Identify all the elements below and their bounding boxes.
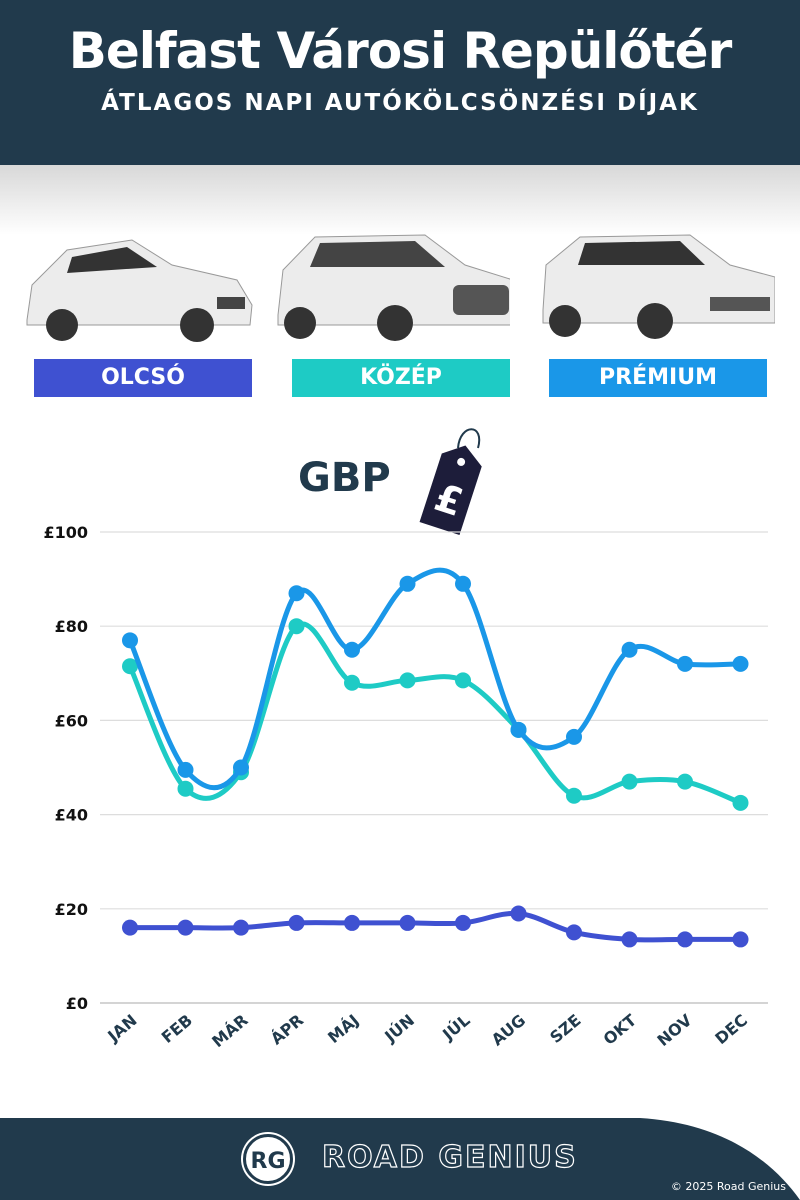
y-tick-label: £100 (43, 523, 88, 542)
data-point (122, 632, 138, 649)
data-point (344, 914, 360, 931)
price-tag-icon: £ (419, 428, 482, 535)
brand-name: ROAD GENIUS (321, 1139, 578, 1175)
page-title: Belfast Városi Repülőtér (68, 22, 733, 80)
legend-economy: OLCSÓ (34, 359, 252, 397)
y-tick-label: £80 (55, 617, 88, 636)
data-point (621, 931, 638, 948)
economy-car-image (26, 239, 253, 342)
data-point (122, 658, 138, 675)
data-point (566, 728, 582, 745)
data-point (122, 919, 138, 936)
data-point (399, 914, 416, 931)
header-shadow (0, 165, 800, 235)
data-point (344, 674, 360, 691)
series-line-közép (127, 621, 742, 806)
data-point (288, 914, 305, 931)
header: Belfast Városi Repülőtér ÁTLAGOS NAPI AU… (0, 0, 800, 165)
data-point (233, 759, 249, 776)
data-point (677, 931, 693, 948)
legend-premium-label: PRÉMIUM (599, 365, 717, 390)
x-tick-label: DEC (711, 1011, 751, 1049)
data-point (177, 919, 194, 936)
data-point (233, 919, 249, 936)
y-tick-label: £0 (66, 994, 88, 1013)
legend-economy-label: OLCSÓ (101, 365, 185, 390)
x-tick-label: OKT (600, 1010, 641, 1048)
road-genius-logo: RG (243, 1134, 293, 1184)
data-point (455, 672, 471, 689)
line-chart: £0 £20 £40 £60 £80 £100 JAN FEB MÁR ÁPR MÁJ JÚN JÚL A… (43, 523, 768, 1052)
x-tick-label: ÁPR (267, 1011, 307, 1049)
footer-background (0, 1118, 800, 1200)
data-point (621, 641, 638, 658)
x-tick-label: MÁJ (324, 1011, 362, 1048)
data-point (510, 905, 527, 922)
data-point (344, 641, 360, 658)
data-point (399, 575, 416, 592)
data-point (621, 773, 638, 790)
x-tick-label: MÁR (208, 1011, 251, 1052)
y-tick-label: £60 (55, 711, 88, 730)
premium-car-image (542, 234, 775, 339)
x-tick-label: FEB (158, 1011, 196, 1047)
legend-premium: PRÉMIUM (549, 359, 767, 397)
x-tick-label: NOV (654, 1010, 697, 1050)
data-point (288, 585, 305, 602)
x-tick-label: SZE (546, 1011, 584, 1047)
series-line-olcsó (129, 910, 741, 943)
legend-midsize-label: KÖZÉP (360, 365, 442, 390)
data-point (677, 655, 693, 672)
currency-label: GBP (298, 455, 391, 501)
page-subtitle: ÁTLAGOS NAPI AUTÓKÖLCSÖNZÉSI DÍJAK (101, 90, 699, 116)
y-tick-label: £20 (55, 900, 88, 919)
data-point (677, 773, 693, 790)
midsize-car-image (277, 234, 510, 341)
data-point (399, 672, 416, 689)
data-point (566, 787, 582, 804)
y-tick-label: £40 (55, 806, 88, 825)
copyright: © 2025 Road Genius (670, 1180, 786, 1193)
x-tick-label: JÚN (380, 1011, 418, 1047)
x-tick-label: AUG (488, 1011, 529, 1050)
x-tick-label: JAN (103, 1011, 140, 1047)
data-point (732, 655, 749, 672)
data-point (177, 780, 194, 797)
data-point (566, 924, 582, 941)
legend-midsize: KÖZÉP (292, 359, 510, 397)
data-point (455, 914, 471, 931)
data-point (732, 931, 749, 948)
data-point (732, 794, 749, 811)
data-point (455, 575, 471, 592)
data-point (177, 761, 194, 778)
x-tick-label: JÚL (438, 1011, 473, 1045)
data-point (288, 618, 305, 635)
data-point (510, 721, 527, 738)
